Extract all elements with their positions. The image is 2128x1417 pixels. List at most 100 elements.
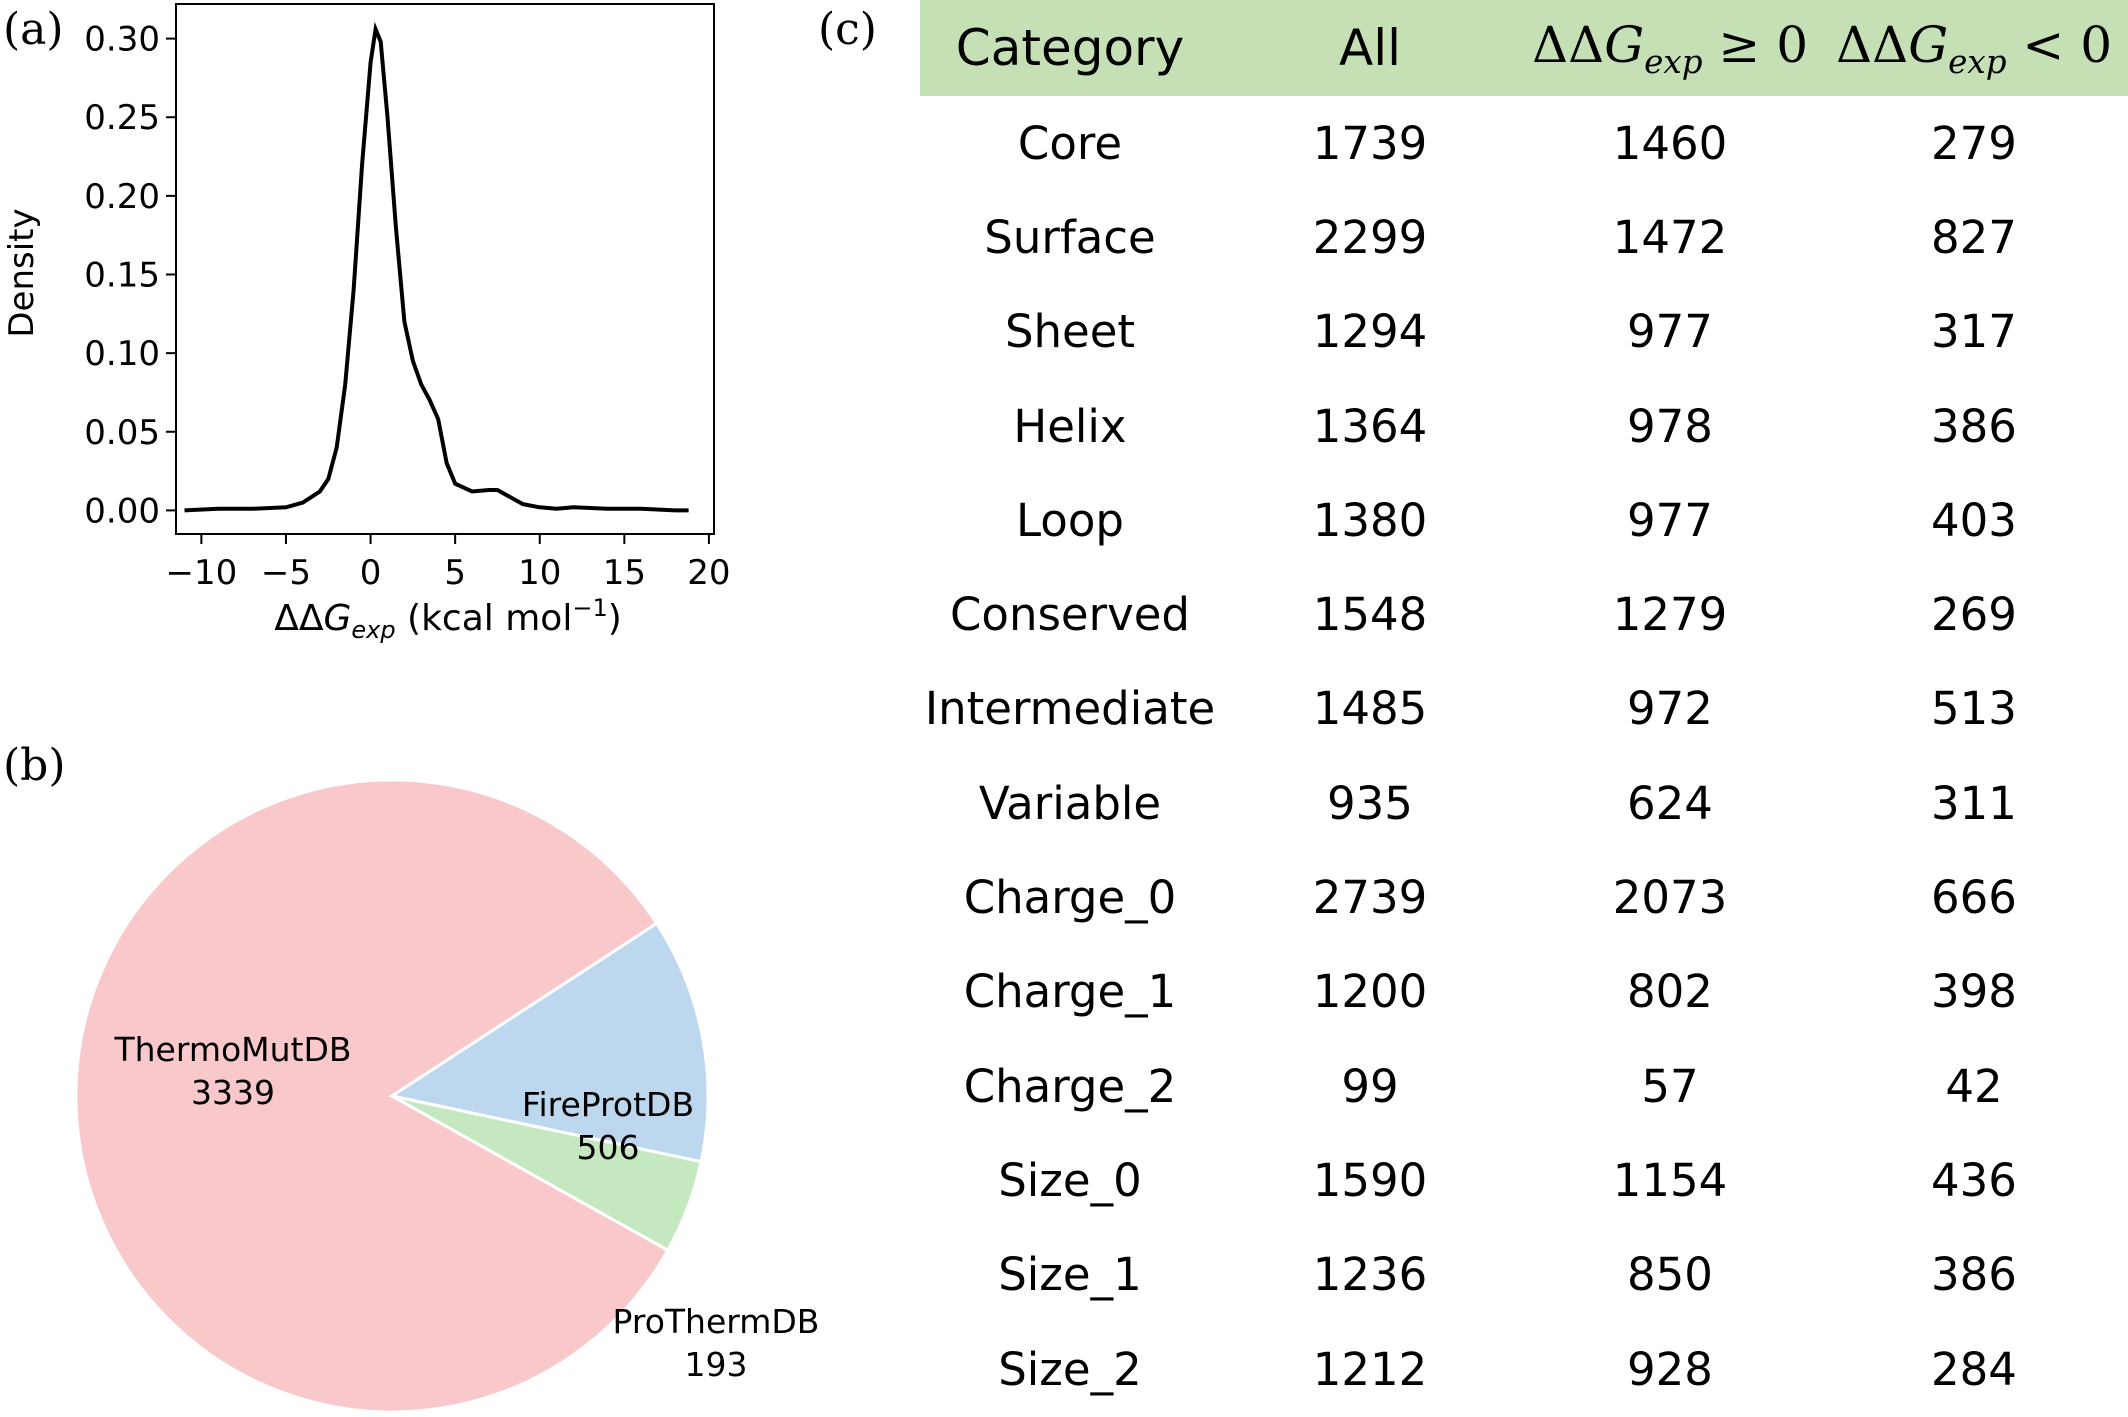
cell-count: 1364 <box>1312 399 1428 453</box>
pie-slice-fireprotdb <box>388 921 710 1164</box>
table-row: Intermediate 1485 972 513 <box>920 662 2128 756</box>
cell-count: 1279 <box>1612 588 1728 642</box>
table-row: Helix 1364 978 386 <box>920 379 2128 473</box>
cell-count: 977 <box>1627 305 1713 359</box>
cell-count: 928 <box>1627 1342 1713 1396</box>
x-tick-label: 5 <box>444 553 466 593</box>
cell-category: Size_0 <box>998 1153 1142 1207</box>
cell-count: 398 <box>1931 965 2017 1019</box>
table-row: Sheet 1294 977 317 <box>920 285 2128 379</box>
cell-count: 1460 <box>1612 116 1728 170</box>
cell-count: 99 <box>1341 1059 1399 1113</box>
cell-count: 1472 <box>1612 210 1728 264</box>
cell-count: 311 <box>1931 776 2017 830</box>
cell-count: 1548 <box>1312 588 1428 642</box>
cell-count: 269 <box>1931 588 2017 642</box>
y-tick-label: 0.10 <box>84 334 160 374</box>
x-tick-label: 0 <box>360 553 382 593</box>
cell-category: Helix <box>1013 399 1127 453</box>
y-tick-label: 0.05 <box>84 413 160 453</box>
panel-label-a: (a) <box>3 4 64 55</box>
density-plot: −10 −5 0 5 10 15 20 0.00 0.05 0.10 0.15 0.20 0.25 0.… <box>2 3 731 644</box>
cell-count: 1485 <box>1312 682 1428 736</box>
cell-count: 1739 <box>1312 116 1428 170</box>
cell-count: 978 <box>1627 399 1713 453</box>
table-row: Core 1739 1460 279 <box>920 96 2128 190</box>
pie-label-name: ThermoMutDB <box>113 1030 351 1069</box>
category-table: Category All ΔΔGexp ≥ 0 ΔΔGexp < 0 Core 1… <box>920 0 2128 1416</box>
cell-category: Size_2 <box>998 1342 1142 1396</box>
cell-count: 279 <box>1931 116 2017 170</box>
table-header-row: Category All ΔΔGexp ≥ 0 ΔΔGexp < 0 <box>920 0 2128 96</box>
y-tick-label: 0.30 <box>84 20 160 60</box>
cell-count: 624 <box>1627 776 1713 830</box>
cell-count: 317 <box>1931 305 2017 359</box>
cell-count: 1294 <box>1312 305 1428 359</box>
pie-label-name: ProThermDB <box>613 1302 820 1341</box>
y-tick-label: 0.20 <box>84 177 160 217</box>
cell-count: 513 <box>1931 682 2017 736</box>
cell-count: 2073 <box>1612 871 1728 925</box>
cell-count: 802 <box>1627 965 1713 1019</box>
cell-count: 935 <box>1327 776 1413 830</box>
cell-category: Core <box>1017 116 1123 170</box>
cell-count: 386 <box>1931 399 2017 453</box>
cell-category: Variable <box>978 776 1162 830</box>
cell-count: 850 <box>1627 1248 1713 1302</box>
cell-count: 2299 <box>1312 210 1428 264</box>
y-tick-label: 0.00 <box>84 491 160 531</box>
pie-label-value: 193 <box>685 1345 748 1384</box>
x-tick-label: 10 <box>518 553 561 593</box>
table-row: Charge_2 99 57 42 <box>920 1039 2128 1133</box>
cell-category: Size_1 <box>998 1248 1142 1302</box>
y-axis-label: Density <box>2 208 42 337</box>
cell-count: 403 <box>1931 493 2017 547</box>
cell-category: Intermediate <box>924 682 1216 736</box>
cell-category: Charge_0 <box>963 871 1177 925</box>
header-ddg-negative: ΔΔGexp < 0 <box>1820 0 2128 96</box>
table-row: Size_1 1236 850 386 <box>920 1228 2128 1322</box>
pie-label-value: 506 <box>577 1128 640 1167</box>
cell-count: 1236 <box>1312 1248 1428 1302</box>
x-tick-label: −5 <box>261 553 311 593</box>
cell-count: 827 <box>1931 210 2017 264</box>
y-tick-label: 0.15 <box>84 256 160 296</box>
header-ddg-nonnegative-text: ΔΔGexp ≥ 0 <box>1531 15 1809 81</box>
panel-label-c: (c) <box>818 4 877 55</box>
cell-count: 1200 <box>1312 965 1428 1019</box>
y-tick-label: 0.25 <box>84 98 160 138</box>
table-row: Surface 2299 1472 827 <box>920 190 2128 284</box>
cell-count: 1212 <box>1312 1342 1428 1396</box>
x-tick-label: 15 <box>603 553 646 593</box>
table-row: Charge_0 2739 2073 666 <box>920 850 2128 944</box>
cell-category: Loop <box>1016 493 1124 547</box>
cell-count: 1380 <box>1312 493 1428 547</box>
header-category: Category <box>920 0 1220 96</box>
cell-count: 977 <box>1627 493 1713 547</box>
cell-category: Charge_2 <box>963 1059 1177 1113</box>
x-tick-label: −10 <box>165 553 237 593</box>
cell-category: Conserved <box>950 588 1190 642</box>
x-tick-label: 20 <box>687 553 730 593</box>
table-row: Size_0 1590 1154 436 <box>920 1133 2128 1227</box>
cell-category: Surface <box>984 210 1156 264</box>
table-row: Variable 935 624 311 <box>920 756 2128 850</box>
table-row: Loop 1380 977 403 <box>920 473 2128 567</box>
table-row: Size_2 1212 928 284 <box>920 1322 2128 1416</box>
cell-count: 42 <box>1945 1059 2003 1113</box>
cell-count: 972 <box>1627 682 1713 736</box>
x-axis-label: ΔΔGexp (kcal mol−1) <box>274 594 622 644</box>
cell-category: Charge_1 <box>963 965 1177 1019</box>
cell-category: Sheet <box>1004 305 1136 359</box>
panel-label-b: (b) <box>3 740 66 791</box>
cell-count: 284 <box>1931 1342 2017 1396</box>
plot-frame <box>175 3 715 535</box>
cell-count: 1590 <box>1312 1153 1428 1207</box>
source-pie-chart: ThermoMutDB 3339 FireProtDB 506 ProThermDB 19… <box>74 778 820 1414</box>
cell-count: 666 <box>1931 871 2017 925</box>
table-row: Charge_1 1200 802 398 <box>920 945 2128 1039</box>
pie-slice-prothermdb <box>391 1094 703 1253</box>
pie-label-name: FireProtDB <box>522 1085 694 1124</box>
cell-count: 2739 <box>1312 871 1428 925</box>
cell-count: 1154 <box>1612 1153 1728 1207</box>
